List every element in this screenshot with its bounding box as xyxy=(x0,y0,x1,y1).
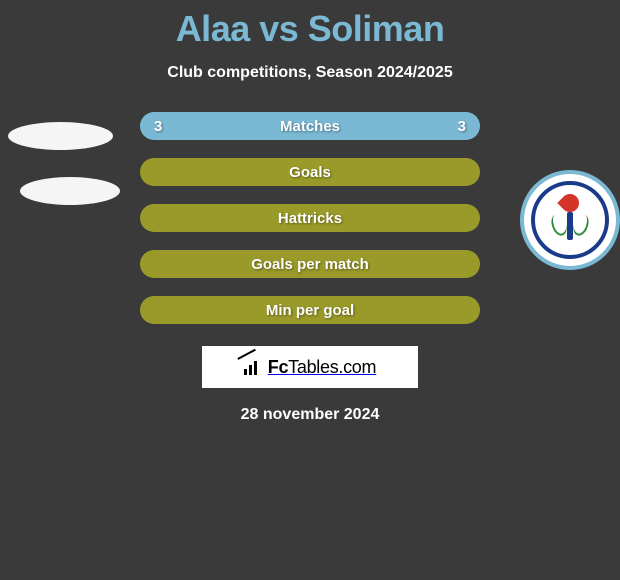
torch-icon xyxy=(562,200,578,240)
player-left-avatar xyxy=(8,122,113,150)
bar-val-left: 3 xyxy=(154,118,162,135)
brand-link[interactable]: FcTables.com xyxy=(202,346,418,388)
brand-text: FcTables.com xyxy=(268,357,376,378)
bar-goals: Goals xyxy=(140,158,480,186)
bar-matches: 3 Matches 3 xyxy=(140,112,480,140)
bar-label: Goals per match xyxy=(251,256,369,273)
club-right-badge xyxy=(520,170,620,270)
subtitle: Club competitions, Season 2024/2025 xyxy=(0,64,620,82)
bar-label: Goals xyxy=(289,164,331,181)
club-badge-icon xyxy=(531,181,609,259)
bar-hattricks: Hattricks xyxy=(140,204,480,232)
bar-goals-per-match: Goals per match xyxy=(140,250,480,278)
bar-label: Matches xyxy=(280,118,340,135)
stats-bars: 3 Matches 3 Goals Hattricks Goals per ma… xyxy=(140,112,480,324)
bar-min-per-goal: Min per goal xyxy=(140,296,480,324)
date-line: 28 november 2024 xyxy=(0,406,620,424)
bar-val-right: 3 xyxy=(458,118,466,135)
bar-label: Hattricks xyxy=(278,210,342,227)
bar-label: Min per goal xyxy=(266,302,354,319)
chart-icon xyxy=(244,359,264,375)
page-title: Alaa vs Soliman xyxy=(0,0,620,50)
club-left-avatar xyxy=(20,177,120,205)
